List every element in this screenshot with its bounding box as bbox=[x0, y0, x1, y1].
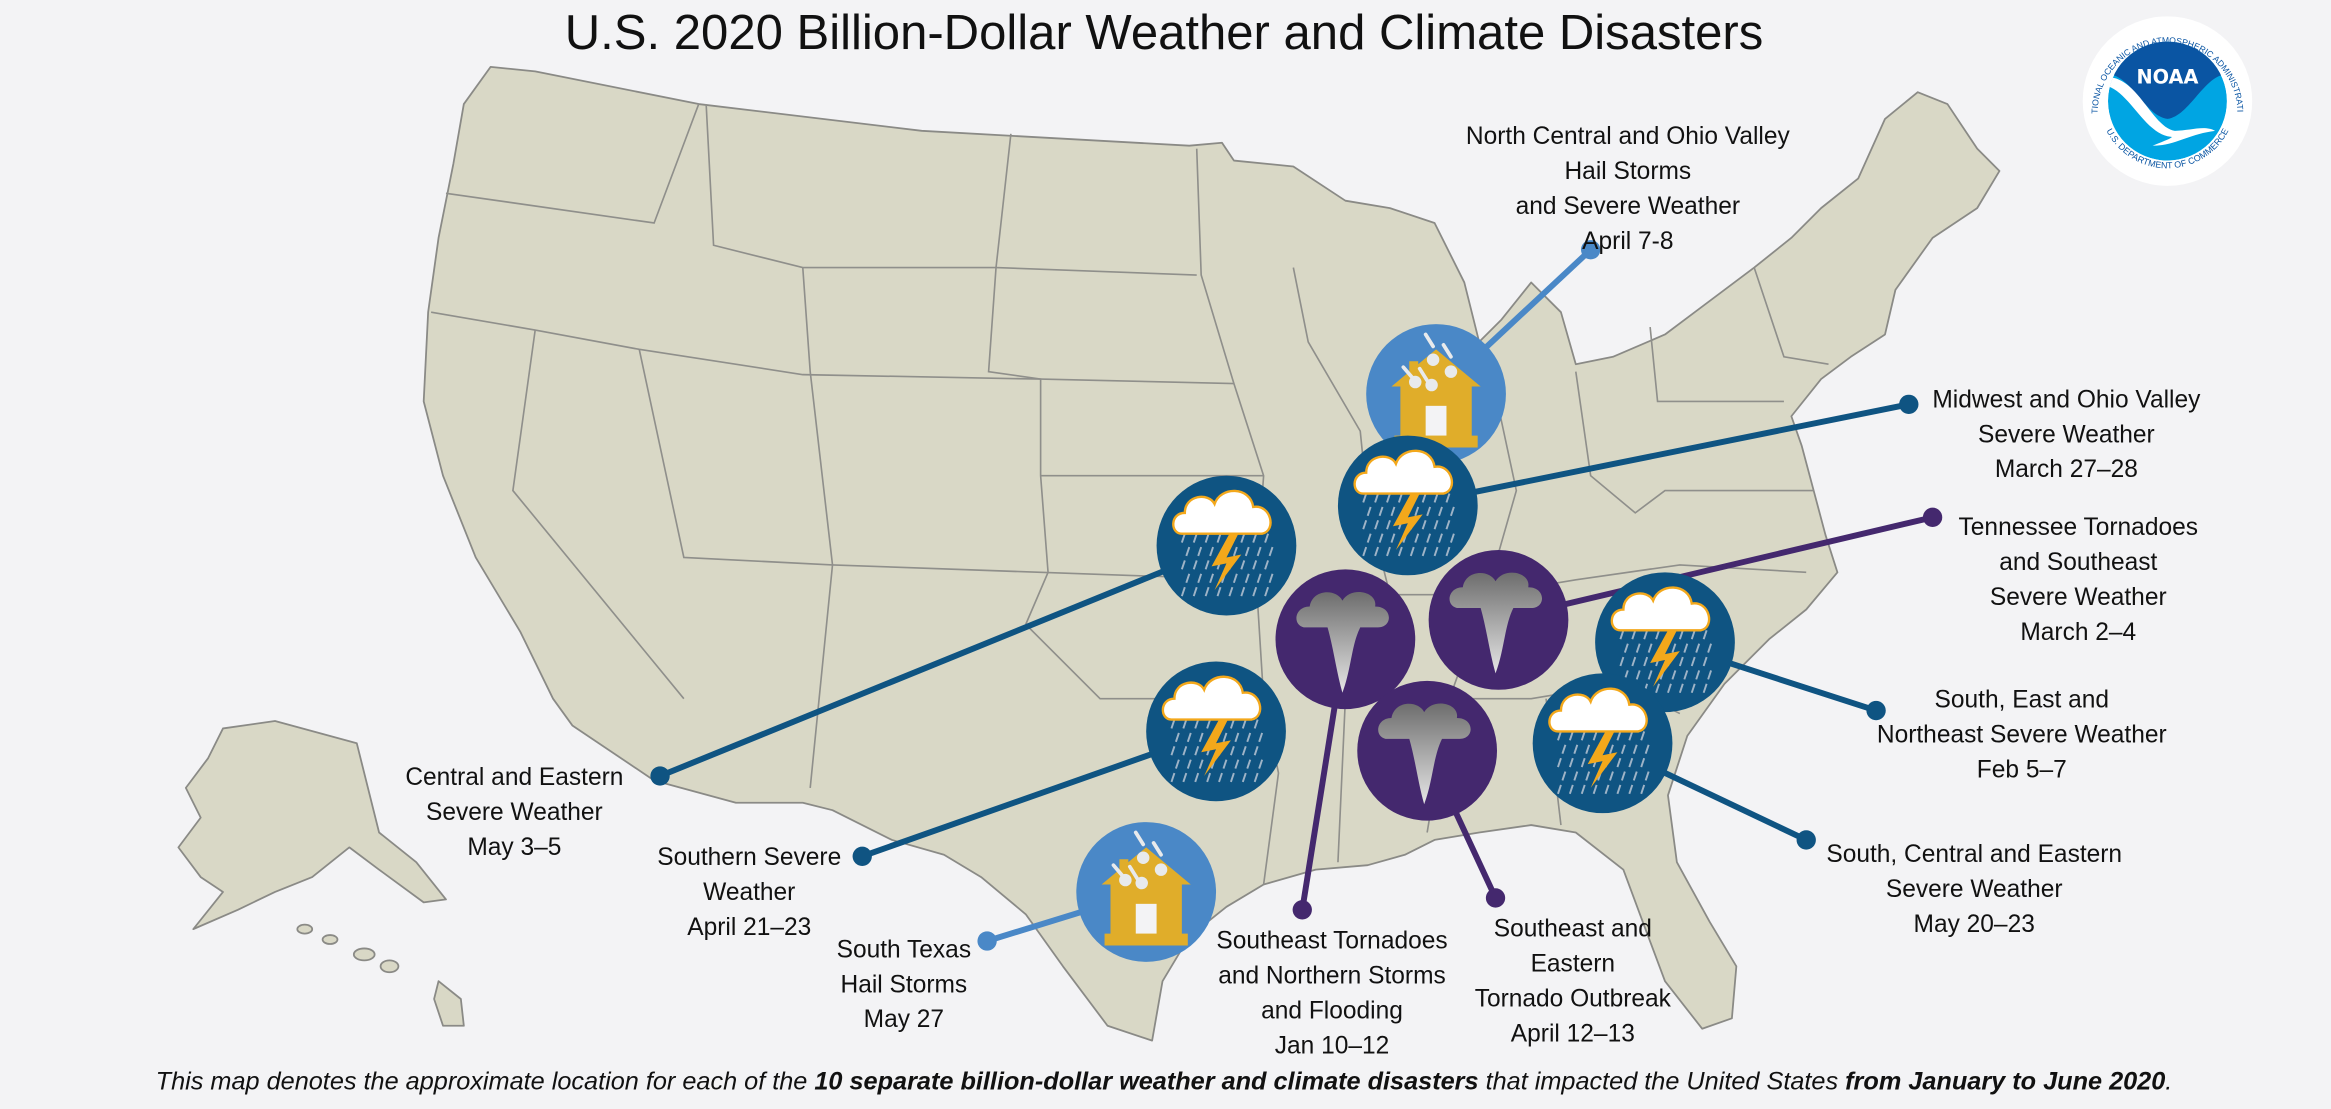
caption-bold-count: 10 separate billion-dollar weather and c… bbox=[814, 1068, 1478, 1096]
event-label-line: South, East and bbox=[1935, 687, 2109, 714]
event-label-line: Severe Weather bbox=[1886, 876, 2063, 903]
event-label: Southeast Tornadoes and Northern Storms an… bbox=[1216, 927, 1447, 1059]
event-label-line: and Severe Weather bbox=[1516, 193, 1740, 220]
event-label-line: Hail Storms bbox=[1564, 158, 1691, 185]
caption: This map denotes the approximate locatio… bbox=[156, 1068, 2173, 1096]
event-label-line: May 20–23 bbox=[1914, 911, 2035, 938]
noaa-logo: NOAA NATIONAL OCEANIC AND ATMOSPHERIC AD… bbox=[2082, 16, 2253, 186]
event-label-line: Weather bbox=[703, 879, 795, 906]
storm-cloud-icon[interactable] bbox=[1156, 475, 1297, 616]
event-label-line: Northeast Severe Weather bbox=[1877, 722, 2167, 749]
connector-lines bbox=[650, 240, 1943, 951]
connector-line bbox=[658, 542, 1228, 779]
event-label-line: May 3–5 bbox=[467, 834, 561, 861]
connector-dot bbox=[1485, 888, 1506, 908]
event-label-line: April 21–23 bbox=[687, 914, 811, 941]
event-label-line: March 27–28 bbox=[1995, 456, 2138, 483]
event-label-line: Southern Severe bbox=[657, 844, 841, 871]
connector-dot bbox=[650, 766, 670, 786]
storm-cloud-icon[interactable] bbox=[1146, 661, 1286, 802]
event-label-line: Feb 5–7 bbox=[1977, 756, 2067, 783]
storm-cloud-icon[interactable] bbox=[1595, 572, 1735, 713]
event-label-line: South, Central and Eastern bbox=[1826, 841, 2122, 868]
event-label-line: March 2–4 bbox=[2020, 619, 2136, 646]
event-label-line: Hail Storms bbox=[841, 971, 968, 998]
connector-dot bbox=[1581, 240, 1601, 260]
event-labels: North Central and Ohio Valley Hail Storms… bbox=[405, 123, 2201, 1059]
caption-text: This map denotes the approximate locatio… bbox=[156, 1068, 815, 1096]
storm-cloud-icon[interactable] bbox=[1337, 435, 1478, 576]
event-label: Central and Eastern Severe Weather May 3–5 bbox=[405, 764, 623, 861]
event-label: Tennessee Tornadoes and Southeast Severe W… bbox=[1959, 514, 2198, 646]
event-label: South, East and Northeast Severe Weather F… bbox=[1877, 687, 2167, 784]
tornado-icon[interactable] bbox=[1275, 569, 1416, 710]
event-label: Southern Severe Weather April 21–23 bbox=[657, 844, 841, 941]
event-label-line: May 27 bbox=[864, 1006, 944, 1033]
event-label-line: Central and Eastern bbox=[405, 764, 623, 791]
event-label: Midwest and Ohio Valley Severe Weather Mar… bbox=[1932, 386, 2201, 483]
connector-dot bbox=[1292, 900, 1312, 920]
event-label-line: Severe Weather bbox=[1978, 421, 2155, 448]
hail-house-icon[interactable] bbox=[1076, 822, 1217, 962]
caption-bold-period: from January to June 2020 bbox=[1845, 1068, 2165, 1096]
connector-dot bbox=[977, 931, 997, 951]
hawaii bbox=[296, 923, 465, 1027]
event-label-line: April 12–13 bbox=[1511, 1020, 1635, 1047]
alaska bbox=[177, 720, 447, 931]
event-label-line: Tennessee Tornadoes bbox=[1959, 514, 2198, 541]
event-label-line: and Southeast bbox=[1999, 549, 2157, 576]
event-label-line: and Northern Storms bbox=[1218, 962, 1446, 989]
event-label: North Central and Ohio Valley Hail Storms… bbox=[1466, 123, 1791, 255]
event-label-line: Midwest and Ohio Valley bbox=[1932, 386, 2201, 413]
connector-dot bbox=[1796, 830, 1816, 850]
connector-line bbox=[1407, 401, 1910, 509]
logo-name: NOAA bbox=[2136, 65, 2198, 88]
connector-dot bbox=[1866, 700, 1886, 721]
event-label-line: Jan 10–12 bbox=[1275, 1032, 1390, 1059]
event-label-line: April 7-8 bbox=[1582, 228, 1673, 255]
event-label-line: Severe Weather bbox=[426, 799, 603, 826]
event-label: South Texas Hail Storms May 27 bbox=[837, 936, 971, 1033]
event-label-line: Severe Weather bbox=[1990, 584, 2167, 611]
event-label-line: Southeast Tornadoes bbox=[1216, 927, 1447, 954]
event-label-line: South Texas bbox=[837, 936, 971, 963]
event-label-line: Southeast and bbox=[1494, 916, 1652, 943]
storm-cloud-icon[interactable] bbox=[1532, 673, 1673, 814]
event-label: South, Central and Eastern Severe Weather… bbox=[1826, 841, 2122, 938]
connector-dot bbox=[1899, 394, 1919, 415]
event-label: Southeast and Eastern Tornado Outbreak Apri… bbox=[1475, 916, 1672, 1048]
tornado-icon[interactable] bbox=[1357, 680, 1498, 821]
connector-dot bbox=[852, 846, 872, 866]
caption-text: . bbox=[2165, 1068, 2172, 1096]
tornado-icon[interactable] bbox=[1428, 550, 1569, 690]
event-label-line: Eastern bbox=[1531, 950, 1616, 977]
connector-dot bbox=[1922, 507, 1943, 527]
map-title: U.S. 2020 Billion-Dollar Weather and Cli… bbox=[565, 6, 1764, 60]
connector-line bbox=[1497, 514, 1934, 623]
event-icons bbox=[1076, 324, 1735, 962]
hail-house-icon[interactable] bbox=[1366, 324, 1506, 464]
caption-text: that impacted the United States bbox=[1479, 1068, 1846, 1096]
event-label-line: North Central and Ohio Valley bbox=[1466, 123, 1791, 150]
event-label-line: Tornado Outbreak bbox=[1475, 985, 1672, 1012]
event-label-line: and Flooding bbox=[1261, 997, 1403, 1024]
